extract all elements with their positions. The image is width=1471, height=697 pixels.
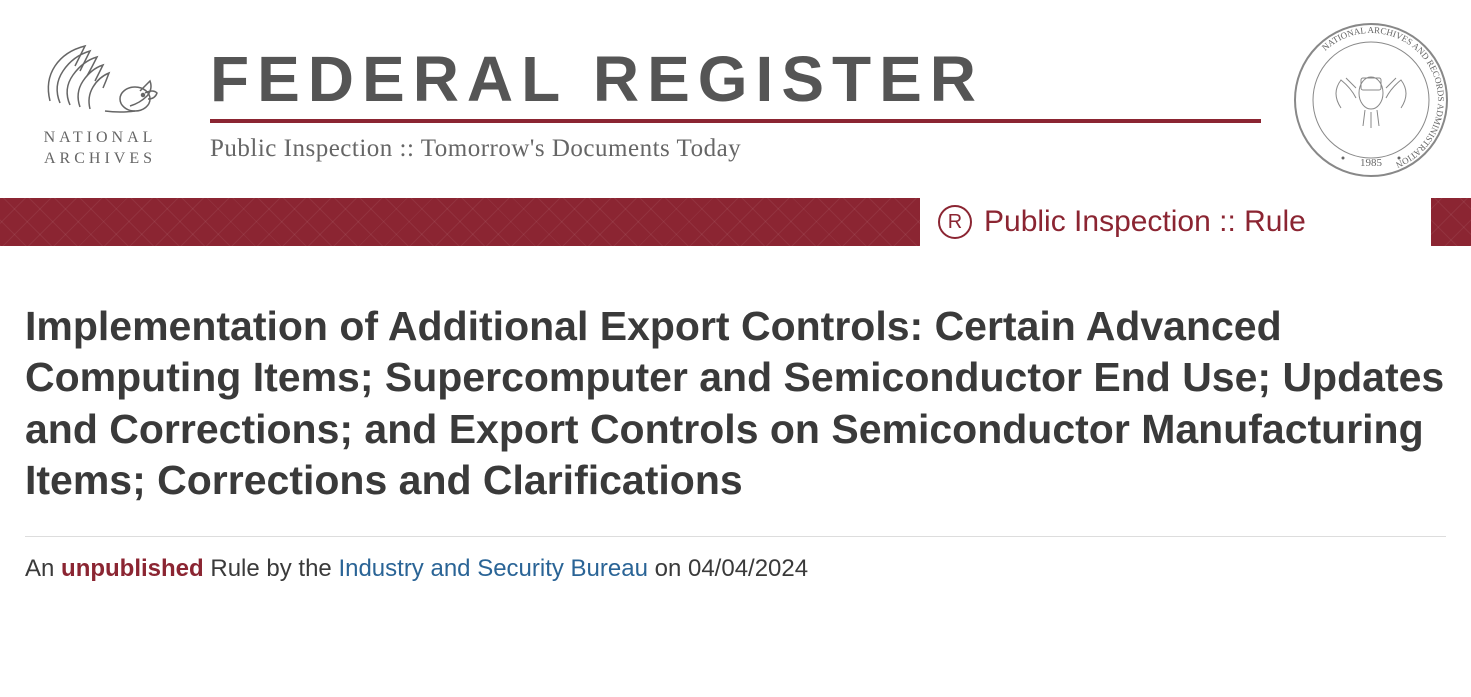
page-header: NATIONAL ARCHIVES FEDERAL REGISTER Publi… (0, 0, 1471, 190)
document-meta: An unpublished Rule by the Industry and … (25, 536, 1446, 583)
national-archives-label: NATIONAL ARCHIVES (44, 128, 157, 170)
archives-line-2: ARCHIVES (44, 149, 157, 170)
masthead-title-block: FEDERAL REGISTER Public Inspection :: To… (210, 37, 1261, 163)
banner-label: R Public Inspection :: Rule (920, 205, 1431, 239)
nara-seal[interactable]: NATIONAL ARCHIVES AND RECORDS ADMINISTRA… (1291, 20, 1451, 180)
document-type-banner: R Public Inspection :: Rule (0, 198, 1471, 246)
eagle-icon (35, 31, 165, 126)
meta-suffix: on 04/04/2024 (648, 555, 808, 582)
svg-text:1985: 1985 (1360, 157, 1383, 169)
banner-pattern-left (0, 198, 920, 246)
document-title: Implementation of Additional Export Cont… (25, 301, 1446, 506)
archives-line-1: NATIONAL (44, 128, 157, 149)
meta-status: unpublished (61, 555, 204, 582)
meta-mid: Rule by the (204, 555, 339, 582)
rule-badge-icon: R (938, 205, 972, 239)
agency-link[interactable]: Industry and Security Bureau (338, 555, 648, 582)
seal-icon: NATIONAL ARCHIVES AND RECORDS ADMINISTRA… (1291, 20, 1451, 180)
meta-prefix: An (25, 555, 61, 582)
main-content: Implementation of Additional Export Cont… (0, 246, 1471, 583)
national-archives-logo[interactable]: NATIONAL ARCHIVES (20, 31, 180, 170)
site-title[interactable]: FEDERAL REGISTER (210, 47, 1261, 123)
banner-text: Public Inspection :: Rule (984, 205, 1306, 239)
banner-pattern-right (1431, 198, 1471, 246)
site-subtitle: Public Inspection :: Tomorrow's Document… (210, 135, 1261, 163)
